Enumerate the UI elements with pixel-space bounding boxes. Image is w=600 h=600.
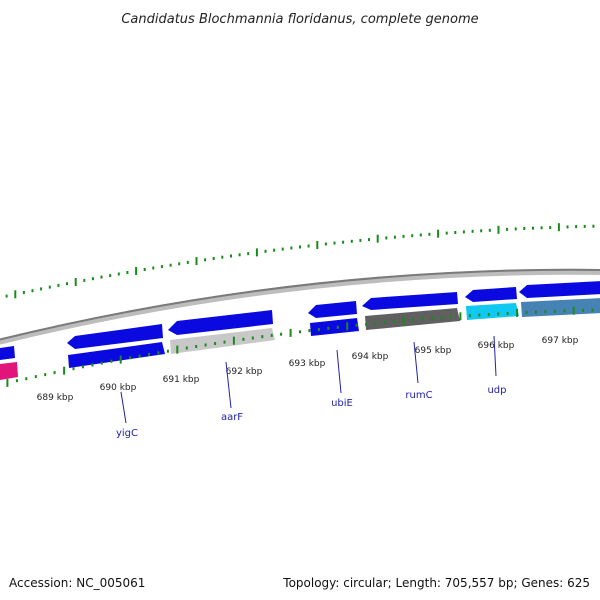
tick-label: 692 kbp: [226, 367, 263, 377]
tick-label: 690 kbp: [100, 383, 137, 393]
outer-tick-ring: [5, 223, 595, 299]
tick-label: 693 kbp: [289, 359, 326, 369]
genome-summary-label: Topology: circular; Length: 705,557 bp; …: [283, 576, 590, 590]
gene-reverse-yigC[interactable]: [68, 342, 165, 368]
map-title: Candidatus Blochmannia floridanus, compl…: [121, 12, 478, 27]
gene-label-connector: [493, 335, 497, 377]
gene-forward-4[interactable]: [308, 301, 357, 318]
gene-reverse-steel[interactable]: [521, 298, 600, 317]
genome-backbone-highlight: [0, 268, 600, 341]
gene-label-connector: [413, 341, 419, 384]
tick-labels: 689 kbp 690 kbp 691 kbp 692 kbp 693 kbp 694 k…: [37, 336, 579, 403]
gene-forward-5[interactable]: [362, 292, 458, 310]
tick-label: 689 kbp: [37, 393, 74, 403]
gene-label-yigC[interactable]: yigC: [116, 428, 138, 439]
gene-label-connector: [225, 361, 232, 409]
gene-forward-6[interactable]: [465, 287, 517, 302]
gene-reverse-magenta[interactable]: [0, 362, 18, 380]
gene-reverse-udp[interactable]: [466, 303, 519, 320]
gene-label-group: yigC aarF ubiE rumC udp: [116, 335, 507, 439]
gene-label-connector: [336, 349, 342, 394]
gene-forward-2[interactable]: [67, 324, 163, 349]
gene-label-connector: [120, 391, 127, 424]
gene-label-udp[interactable]: udp: [487, 385, 506, 396]
tick-label: 695 kbp: [415, 346, 452, 356]
tick-label: 691 kbp: [163, 375, 200, 385]
tick-label: 697 kbp: [542, 336, 579, 346]
gene-label-aarF[interactable]: aarF: [221, 412, 243, 423]
reverse-strand-genes: [0, 298, 600, 380]
gene-reverse-ubiE[interactable]: [310, 318, 359, 336]
tick-label: 696 kbp: [478, 341, 515, 351]
accession-label: Accession: NC_005061: [9, 576, 146, 590]
tick-label: 694 kbp: [352, 352, 389, 362]
genome-backbone: [0, 268, 600, 345]
inner-tick-ring: [6, 306, 594, 387]
forward-strand-genes: [0, 281, 600, 360]
gene-label-rumC[interactable]: rumC: [405, 390, 432, 401]
gene-forward-7[interactable]: [519, 281, 600, 298]
gene-label-ubiE[interactable]: ubiE: [331, 398, 353, 409]
gene-forward-3[interactable]: [168, 310, 273, 335]
gene-forward-1[interactable]: [0, 346, 15, 360]
